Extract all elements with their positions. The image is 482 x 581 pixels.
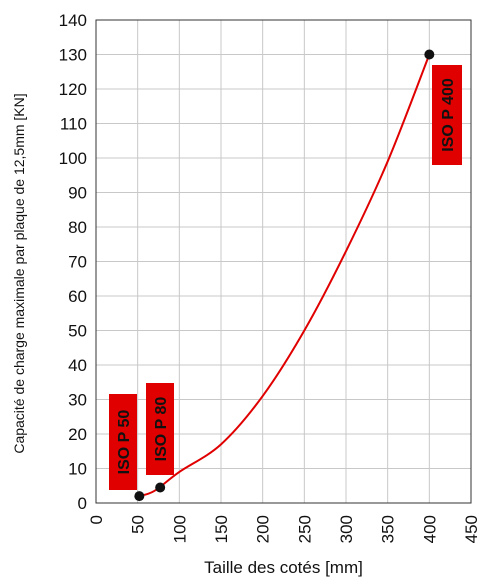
- y-tick-labels: 0 10 20 30 40 50 60 70 80 90 100 110 120 130 140: [59, 11, 87, 513]
- y-tick-label: 100: [59, 149, 87, 168]
- y-tick-label: 90: [68, 184, 87, 203]
- point-label-box: [432, 65, 462, 165]
- x-tick-label: 450: [462, 515, 481, 543]
- y-tick-label: 40: [68, 356, 87, 375]
- data-point: [155, 482, 166, 493]
- x-tick-label: 250: [295, 515, 314, 543]
- point-label-box: [146, 383, 174, 475]
- x-tick-label: 350: [379, 515, 398, 543]
- x-tick-label: 100: [170, 515, 189, 543]
- point-label: ISO P 400: [440, 78, 457, 152]
- x-tick-label: 150: [212, 515, 231, 543]
- y-tick-label: 0: [78, 494, 87, 513]
- y-tick-label: 110: [60, 115, 87, 134]
- y-tick-label: 20: [68, 425, 87, 444]
- y-tick-label: 140: [59, 11, 87, 30]
- y-tick-label: 70: [68, 253, 87, 272]
- plot-frame: [95, 19, 472, 504]
- x-tick-labels: 0 50 100 150 200 250 300 350 400 450: [87, 515, 481, 543]
- y-tick-label: 50: [68, 322, 87, 341]
- x-tick-label: 300: [337, 515, 356, 543]
- y-tick-label: 30: [68, 391, 87, 410]
- y-axis-title: Capacité de charge maximale par plaque d…: [11, 93, 27, 453]
- y-tick-label: 80: [68, 218, 87, 237]
- point-layer: ISO P 50 ISO P 80 ISO P 400: [109, 49, 462, 502]
- y-tick-label: 130: [59, 46, 87, 65]
- x-tick-label: 400: [420, 515, 439, 543]
- x-tick-label: 0: [87, 515, 106, 524]
- y-tick-label: 60: [68, 287, 87, 306]
- data-point: [424, 49, 435, 60]
- point-label: ISO P 80: [153, 397, 170, 462]
- series-line: [139, 54, 431, 498]
- x-tick-label: 50: [129, 515, 148, 534]
- series-layer: [139, 54, 431, 498]
- y-tick-label: 120: [59, 80, 87, 99]
- y-tick-label: 10: [68, 460, 87, 479]
- x-axis-title: Taille des cotés [mm]: [204, 558, 363, 577]
- point-label-box: [109, 394, 137, 490]
- data-point: [134, 491, 145, 502]
- point-label: ISO P 50: [116, 410, 133, 475]
- x-tick-label: 200: [254, 515, 273, 543]
